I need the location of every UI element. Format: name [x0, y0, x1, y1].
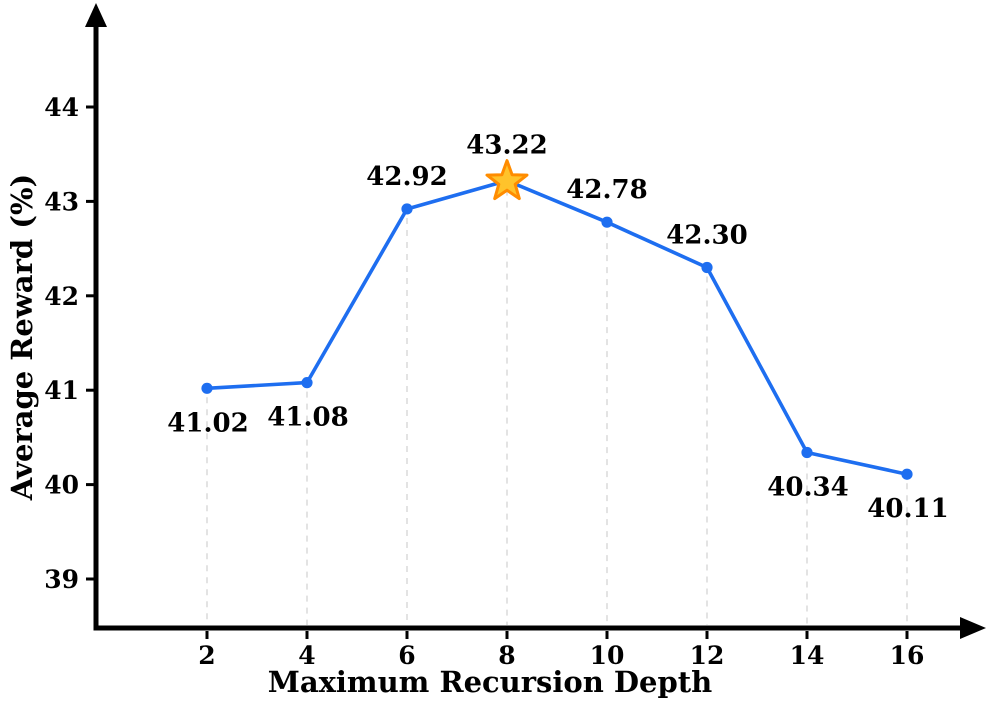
data-point-x4: [301, 377, 313, 389]
x-tick-label-12: 12: [690, 641, 725, 670]
data-point-x6: [401, 203, 413, 215]
point-value-label-x12: 42.30: [666, 220, 747, 250]
y-tick-label-43: 43: [44, 187, 79, 216]
y-tick-label-41: 41: [44, 376, 79, 405]
x-tick-label-10: 10: [590, 641, 625, 670]
data-point-x2: [201, 382, 213, 394]
x-tick-label-4: 4: [298, 641, 315, 670]
point-value-label-x14: 40.34: [767, 473, 848, 503]
point-value-label-x8: 43.22: [466, 131, 547, 161]
data-point-x16: [901, 468, 913, 480]
x-tick-label-14: 14: [790, 641, 825, 670]
x-tick-label-6: 6: [398, 641, 415, 670]
x-tick-label-8: 8: [498, 641, 515, 670]
point-value-label-x4: 41.08: [267, 403, 348, 433]
x-tick-label-2: 2: [198, 641, 215, 670]
x-axis-title: Maximum Recursion Depth: [268, 665, 713, 699]
data-line: [205, 178, 909, 477]
data-point-x10: [601, 216, 613, 228]
point-value-label-x10: 42.78: [566, 175, 647, 205]
data-point-x14: [801, 446, 813, 459]
star-marker-x8: [485, 159, 529, 201]
point-value-label-x16: 40.11: [867, 494, 948, 524]
y-tick-label-42: 42: [44, 282, 79, 311]
x-tick-label-16: 16: [890, 641, 925, 670]
y-tick-label-40: 40: [44, 471, 79, 500]
data-point-x12: [701, 261, 713, 274]
y-axis-title: Average Reward (%): [5, 174, 39, 501]
chart-generated-content: 39 40 41 42 43 44 2 4 6 8 10 12 14 16 41.02 41.08 42.92 4…: [44, 3, 986, 670]
point-value-label-x2: 41.02: [167, 408, 248, 438]
y-tick-label-44: 44: [44, 93, 79, 122]
y-tick-label-39: 39: [44, 565, 79, 594]
point-value-label-x6: 42.92: [366, 162, 447, 192]
x-axis-arrowhead: [960, 617, 986, 639]
y-axis-arrowhead: [85, 3, 107, 27]
